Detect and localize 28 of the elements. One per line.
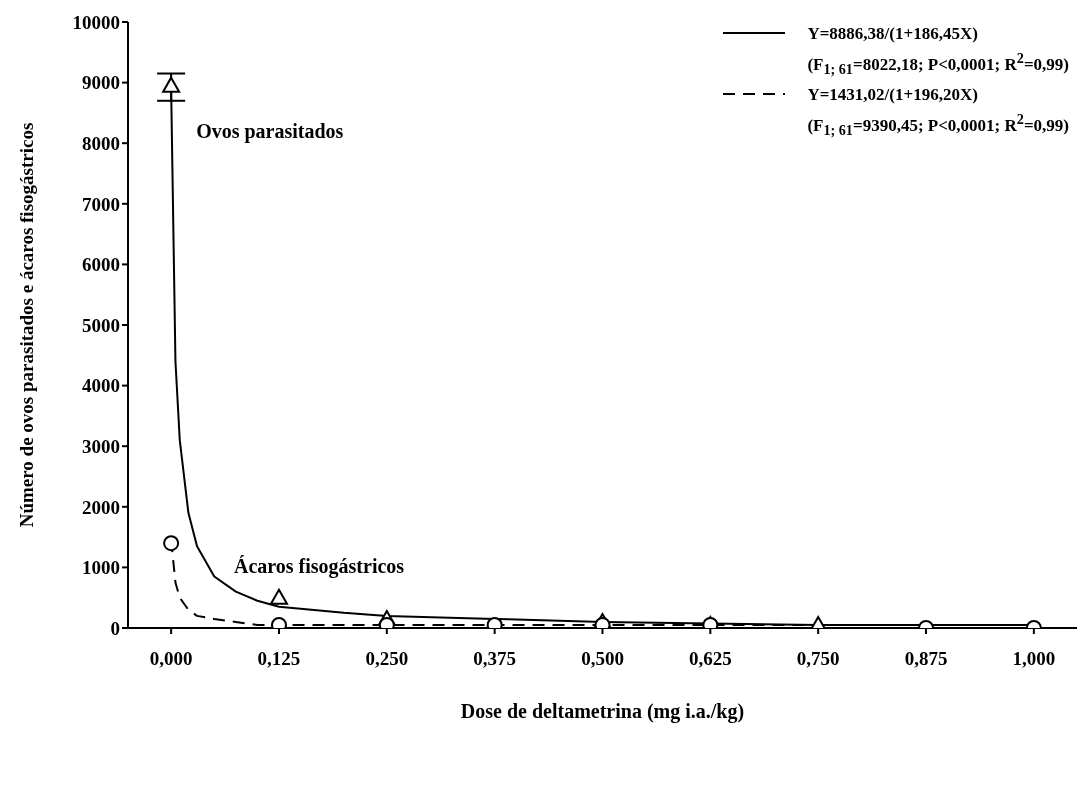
legend-label: Y=8886,38/(1+186,45X) (F$_{1; 61}$=8022,18; P<0,0001; R$^{2}$=0,99) — [807, 23, 1069, 80]
y-tick-label: 2000 — [82, 496, 120, 518]
x-tick-label: 0,000 — [149, 648, 193, 670]
x-tick-label: 0,125 — [257, 648, 301, 670]
y-tick-label: 5000 — [82, 314, 120, 336]
annotation: Ácaros fisogástricos — [233, 554, 405, 578]
y-tick-label: 6000 — [82, 254, 120, 276]
point — [269, 588, 288, 605]
x-tick-label: 0,625 — [688, 648, 732, 670]
x-tick-label: 0,375 — [473, 648, 517, 670]
point — [162, 76, 181, 93]
x-tick-label: 0,750 — [796, 648, 840, 670]
x-tick-label: 0,875 — [904, 648, 948, 670]
y-tick-label: 4000 — [82, 375, 120, 397]
x-axis-title: Dose de deltametrina (mg i.a./kg) — [460, 700, 745, 723]
y-tick-label: 7000 — [82, 193, 120, 215]
x-tick-label: 0,500 — [581, 648, 624, 670]
x-tick-label: 1,000 — [1012, 648, 1056, 670]
y-tick-label: 9000 — [82, 72, 120, 94]
y-tick-label: 8000 — [82, 132, 120, 154]
y-tick-label: 10000 — [72, 11, 120, 33]
y-tick-label: 3000 — [82, 435, 120, 457]
x-tick-label: 0,250 — [365, 648, 409, 670]
y-tick-label: 0 — [110, 617, 120, 639]
y-axis-title: Número de ovos parasitados e ácaros fisogástricos — [15, 122, 37, 528]
y-tick-label: 1000 — [82, 557, 120, 579]
annotation: Ovos parasitados — [196, 119, 344, 143]
legend-label: Y=1431,02/(1+196,20X) (F$_{1; 61}$=9390,45; P<0,0001; R$^{2}$=0,99) — [807, 84, 1069, 141]
